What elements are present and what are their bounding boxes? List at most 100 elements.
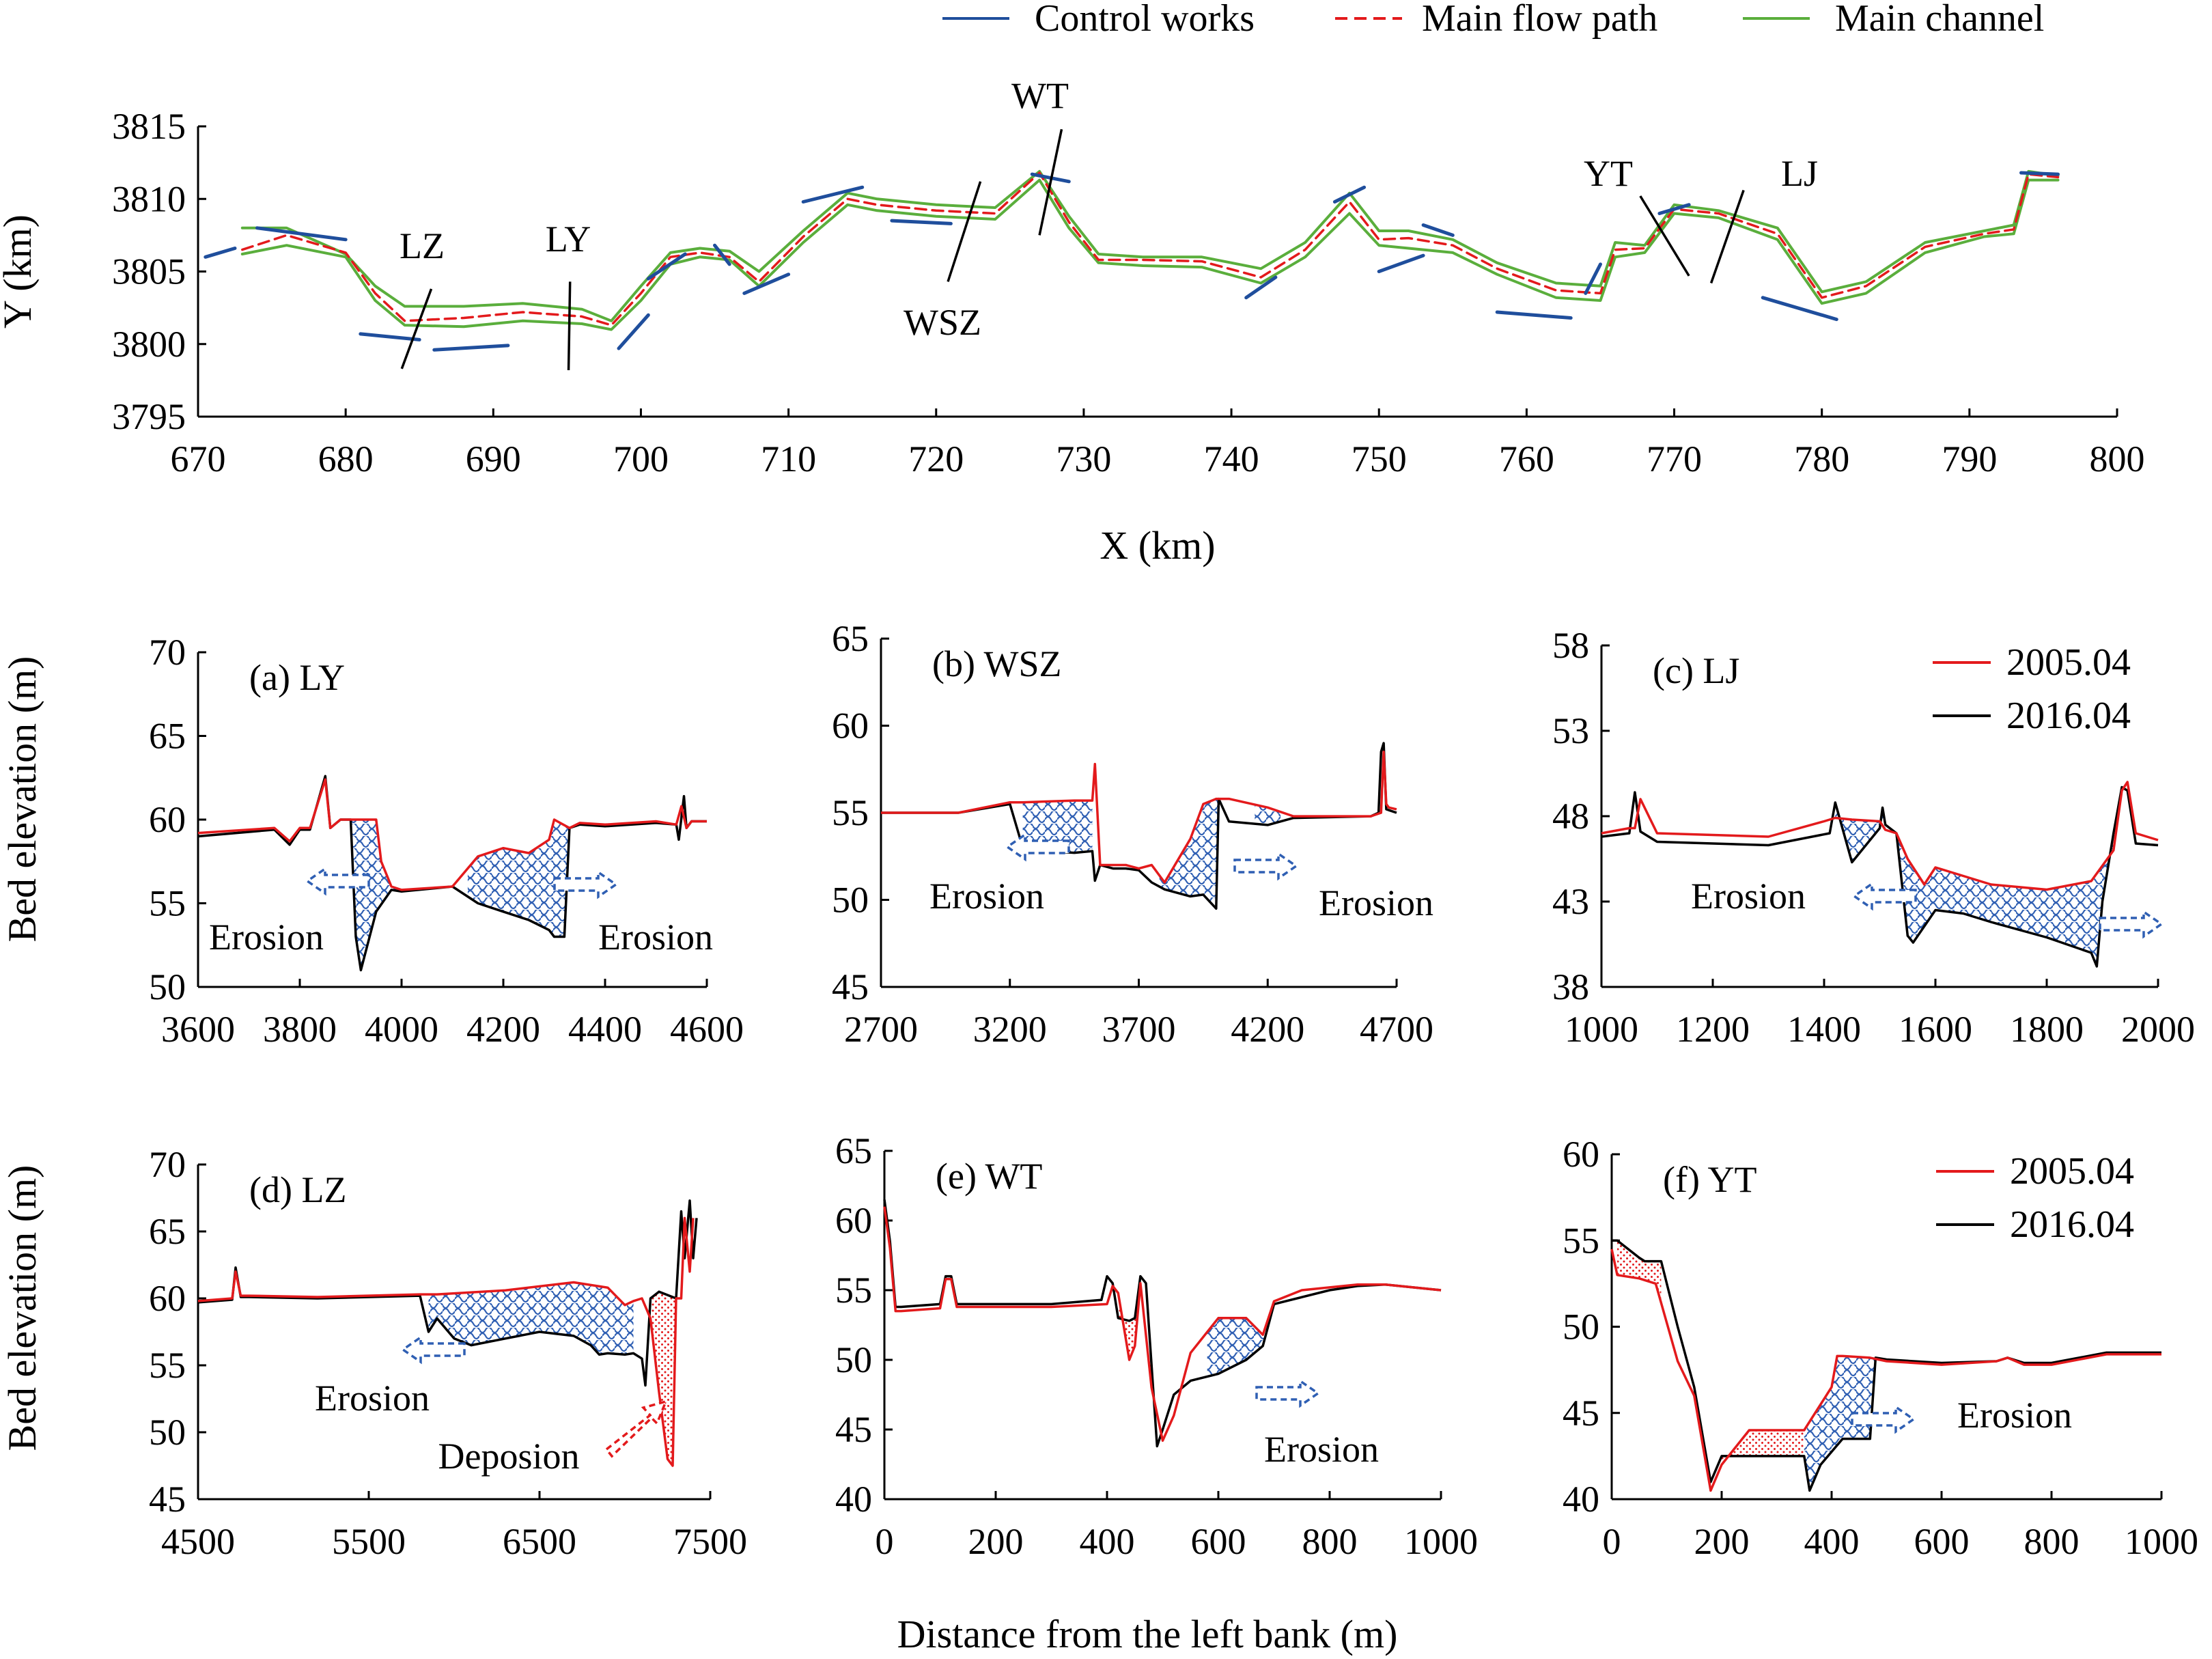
map-control-works-line bbox=[801, 185, 865, 204]
panel-b-y-tick-label: 45 bbox=[832, 966, 869, 1007]
panel-b-x-tick-label: 4200 bbox=[1231, 1009, 1304, 1050]
map-control-works-line bbox=[742, 273, 791, 295]
panel-b-erosion-arrow bbox=[1005, 832, 1070, 862]
section-label-wsz: WSZ bbox=[904, 302, 981, 343]
panel-c-erosion-arrow bbox=[1851, 881, 1917, 911]
panel-f-y-tick-label: 55 bbox=[1563, 1220, 1599, 1261]
panel-f-x-tick-label: 600 bbox=[1914, 1521, 1970, 1562]
panel-f-series-2005-04-line bbox=[1610, 1249, 2161, 1492]
panel-e-erosion-arrow bbox=[1255, 1378, 1321, 1408]
map-x-tick-label: 740 bbox=[1204, 438, 1259, 479]
panel-f-x-tick-label: 1000 bbox=[2125, 1521, 2198, 1562]
panel-d-title: (d) LZ bbox=[249, 1169, 346, 1210]
section-label-lz: LZ bbox=[400, 225, 445, 266]
panel-f-deposition-area bbox=[1617, 1240, 1662, 1303]
panel-b-x-tick-label: 3200 bbox=[973, 1009, 1047, 1050]
panel-a-erosion-arrow bbox=[305, 866, 370, 896]
map-x-tick-label: 700 bbox=[613, 438, 669, 479]
panel-a-x-tick-label: 4400 bbox=[568, 1009, 642, 1050]
panel-f-yt: 0 200 400 600 800 1000 40 45 50 55 60 (f) YT Erosion… bbox=[1563, 1134, 2198, 1562]
section-line-wt bbox=[1038, 128, 1063, 236]
panel-f-annotation: Erosion bbox=[1957, 1395, 2072, 1436]
map-control-works-line bbox=[255, 226, 348, 242]
panel-b-series-2005-04-line bbox=[881, 751, 1397, 884]
panel-d-annotation: Erosion bbox=[315, 1378, 430, 1419]
panel-a-x-tick-label: 4000 bbox=[365, 1009, 438, 1050]
panel-e-x-tick-label: 200 bbox=[968, 1521, 1024, 1562]
panel-f-x-tick-label: 800 bbox=[2024, 1521, 2080, 1562]
panel-d-erosion-area bbox=[428, 1282, 634, 1355]
shared-x-label: Distance from the left bank (m) bbox=[897, 1612, 1398, 1656]
section-line-lj bbox=[1709, 189, 1745, 284]
panel-c-x-tick-label: 1000 bbox=[1565, 1009, 1638, 1050]
map-control-works-line bbox=[617, 313, 650, 350]
panel-a-ly: 3600 3800 4000 4200 4400 4600 50 55 60 65 70 (a) LY… bbox=[149, 632, 744, 1050]
panel-a-x-tick-label: 4200 bbox=[466, 1009, 540, 1050]
section-label-yt: YT bbox=[1584, 153, 1633, 194]
map-control-works-line bbox=[432, 344, 510, 352]
panel-d-y-tick-label: 55 bbox=[149, 1345, 186, 1386]
panel-d-y-tick-label: 65 bbox=[149, 1211, 186, 1252]
map-y-tick-label: 3805 bbox=[112, 251, 186, 292]
legend-main-channel-label: Main channel bbox=[1835, 0, 2044, 40]
panel-f-x-tick-label: 400 bbox=[1804, 1521, 1860, 1562]
panel-c-x-tick-label: 2000 bbox=[2121, 1009, 2195, 1050]
section-line-wsz bbox=[947, 181, 982, 282]
map-x-axis-title: X (km) bbox=[1100, 523, 1215, 568]
panel-e-x-tick-label: 400 bbox=[1080, 1521, 1135, 1562]
map-control-works-line bbox=[204, 247, 237, 259]
map-control-works-line bbox=[1332, 185, 1367, 204]
panel-f-y-tick-label: 45 bbox=[1563, 1393, 1599, 1434]
panel-c-y-tick-label: 38 bbox=[1552, 966, 1589, 1007]
map-x-tick-label: 800 bbox=[2090, 438, 2145, 479]
map-x-tick-label: 730 bbox=[1056, 438, 1111, 479]
map-x-tick-label: 670 bbox=[171, 438, 226, 479]
panel-c-erosion-area bbox=[1835, 803, 1886, 863]
panel-e-y-tick-label: 50 bbox=[835, 1339, 872, 1380]
panel-d-y-tick-label: 70 bbox=[149, 1144, 186, 1185]
panel-e-erosion-area bbox=[1207, 1301, 1274, 1377]
panel-f-erosion-arrow bbox=[1851, 1404, 1916, 1434]
panel-c-series-2016-04-line bbox=[1601, 785, 2159, 968]
panel-c-legend-label: 2016.04 bbox=[2006, 695, 2131, 737]
panel-e-y-tick-label: 65 bbox=[835, 1130, 872, 1171]
map-main-channel-line bbox=[240, 169, 2060, 322]
panel-c-y-tick-label: 58 bbox=[1552, 625, 1589, 666]
map-x-tick-label: 720 bbox=[908, 438, 964, 479]
panel-d-x-tick-label: 6500 bbox=[503, 1521, 576, 1562]
panel-a-title: (a) LY bbox=[249, 657, 345, 698]
panel-a-y-tick-label: 50 bbox=[149, 966, 186, 1007]
panel-b-erosion-area bbox=[1022, 800, 1093, 853]
panel-d-deposition-arrow bbox=[604, 1399, 668, 1458]
panel-b-y-tick-label: 55 bbox=[832, 792, 869, 833]
map-main-flow-path-line bbox=[241, 171, 2060, 326]
panel-e-x-tick-label: 600 bbox=[1191, 1521, 1246, 1562]
section-label-wt: WT bbox=[1011, 75, 1069, 116]
shared-y-label-bottom: Bed elevation (m) bbox=[0, 1165, 44, 1451]
panel-e-x-tick-label: 1000 bbox=[1404, 1521, 1478, 1562]
panel-d-series-2016-04-line bbox=[197, 1199, 698, 1387]
panel-b-title: (b) WSZ bbox=[932, 643, 1061, 684]
panel-e-y-tick-label: 45 bbox=[835, 1409, 872, 1450]
map-main-channel-line bbox=[240, 178, 2060, 331]
map-x-tick-label: 770 bbox=[1647, 438, 1702, 479]
map-control-works-line bbox=[646, 252, 687, 281]
panel-c-title: (c) LJ bbox=[1653, 650, 1739, 691]
panel-c-x-tick-label: 1600 bbox=[1899, 1009, 1972, 1050]
shared-y-label-top: Bed elevation (m) bbox=[0, 656, 44, 943]
panel-f-y-tick-label: 50 bbox=[1563, 1307, 1599, 1348]
map-control-works-line bbox=[359, 332, 421, 341]
map-y-tick-label: 3795 bbox=[112, 396, 186, 437]
panel-b-y-tick-label: 50 bbox=[832, 880, 869, 921]
panel-c-series-2005-04-line bbox=[1601, 781, 2159, 891]
map-control-works-line bbox=[713, 243, 731, 266]
panel-b-x-tick-label: 3700 bbox=[1102, 1009, 1176, 1050]
panel-f-y-tick-label: 60 bbox=[1563, 1134, 1599, 1175]
map-panel: 670 680 690 700 710 720 730 740 750 760 770 780 790 8… bbox=[0, 75, 2145, 568]
panel-c-y-tick-label: 43 bbox=[1552, 881, 1589, 922]
panel-d-erosion-arrow bbox=[400, 1335, 466, 1365]
map-x-tick-label: 710 bbox=[761, 438, 816, 479]
panel-d-x-tick-label: 7500 bbox=[673, 1521, 747, 1562]
panel-e-y-tick-label: 55 bbox=[835, 1270, 872, 1311]
panel-e-y-tick-label: 60 bbox=[835, 1200, 872, 1241]
